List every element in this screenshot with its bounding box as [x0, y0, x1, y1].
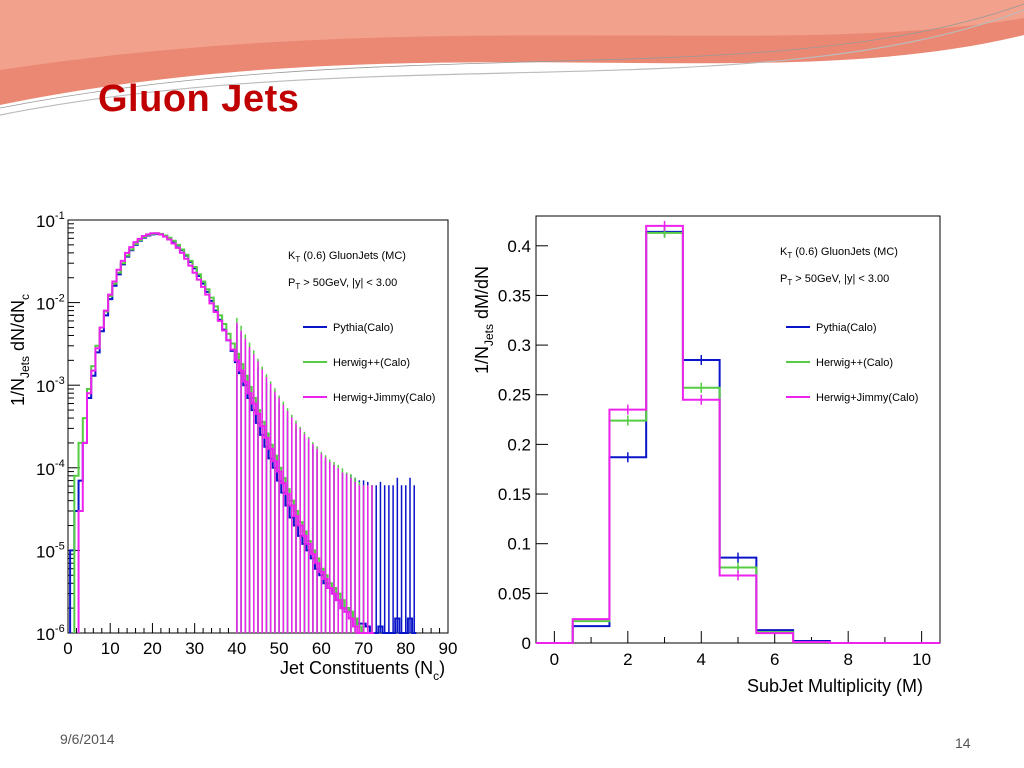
- subjet-chart-svg: 0 2 4 6 8 10 0 0.05 0.1 0.15 0.2 0.25 0.3 0.35 0.4 1/N…: [472, 215, 941, 696]
- x-tick-label: 60: [312, 639, 331, 658]
- y-axis-label: 1/NJets dM/dN: [472, 266, 496, 374]
- x-tick-label: 20: [143, 639, 162, 658]
- slide-title: Gluon Jets: [98, 78, 300, 120]
- x-tick-label: 10: [101, 639, 120, 658]
- x-tick-label: 40: [227, 639, 246, 658]
- annotation-line-1: KT (0.6) GluonJets (MC): [780, 246, 898, 260]
- x-tick-label: 10: [912, 650, 931, 669]
- y-tick-label: 0.35: [498, 286, 531, 305]
- y-tick-label: 10-2: [36, 293, 65, 314]
- y-tick-label: 10-4: [36, 458, 65, 479]
- y-tick-label: 0.4: [507, 237, 531, 256]
- y-tick-label: 0.2: [507, 435, 531, 454]
- x-tick-label: 80: [396, 639, 415, 658]
- x-tick-label: 6: [770, 650, 779, 669]
- y-tick-label: 0.25: [498, 386, 531, 405]
- y-tick-label: 0.05: [498, 584, 531, 603]
- header-swoosh-line-2: [0, 3, 1024, 109]
- x-tick-label: 0: [63, 639, 72, 658]
- page-number: 14: [955, 735, 971, 751]
- x-tick-label: 90: [439, 639, 458, 658]
- y-tick-label: 10-1: [36, 210, 65, 231]
- x-tick-label: 8: [843, 650, 852, 669]
- y-tick-label: 10-6: [36, 623, 65, 644]
- annotation-line-1: KT (0.6) GluonJets (MC): [288, 250, 406, 264]
- y-tick-label: 10-3: [36, 375, 65, 396]
- x-tick-label: 4: [697, 650, 706, 669]
- legend-label: Herwig+Jimmy(Calo): [816, 392, 918, 404]
- y-tick-label: 0.1: [507, 535, 531, 554]
- legend-label: Pythia(Calo): [816, 322, 877, 334]
- legend-label: Herwig+Jimmy(Calo): [333, 392, 435, 404]
- legend-label: Herwig++(Calo): [333, 357, 410, 369]
- y-tick-label: 0.15: [498, 485, 531, 504]
- footer-date: 9/6/2014: [60, 731, 115, 747]
- series-line-Herwig+Jimmy(Calo): [536, 224, 940, 644]
- subjet-chart: 0 2 4 6 8 10 0 0.05 0.1 0.15 0.2 0.25 0.3 0.35 0.4 1/N…: [470, 200, 950, 700]
- constituents-chart-svg: 0 10 20 30 40 50 60 70 80 9010-610-510-410-310-21…: [8, 210, 458, 683]
- x-tick-label: 50: [270, 639, 289, 658]
- annotation-line-2: PT > 50GeV, |y| < 3.00: [780, 273, 889, 287]
- x-axis-label: Jet Constituents (Nc): [280, 658, 445, 683]
- y-tick-label: 10-5: [36, 540, 65, 561]
- y-tick-label: 0.3: [507, 336, 531, 355]
- x-tick-label: 30: [185, 639, 204, 658]
- header-swoosh: [0, 0, 1024, 116]
- header-swoosh-line: [0, 9, 1024, 116]
- y-axis-label: 1/NJets dN/dNc: [8, 294, 32, 406]
- x-tick-label: 70: [354, 639, 373, 658]
- legend-label: Herwig++(Calo): [816, 357, 893, 369]
- x-axis-label: SubJet Multiplicity (M): [747, 676, 923, 696]
- x-tick-label: 2: [623, 650, 632, 669]
- legend-label: Pythia(Calo): [333, 322, 394, 334]
- x-tick-label: 0: [550, 650, 559, 669]
- annotation-line-2: PT > 50GeV, |y| < 3.00: [288, 277, 397, 291]
- y-tick-label: 0: [522, 634, 531, 653]
- header-swoosh-light: [0, 0, 1024, 70]
- series-line-Herwig+Jimmy(Calo): [77, 232, 375, 634]
- constituents-chart: 0 10 20 30 40 50 60 70 80 90 10-6 10-5 10-4 10-3 10-2 1…: [0, 200, 470, 700]
